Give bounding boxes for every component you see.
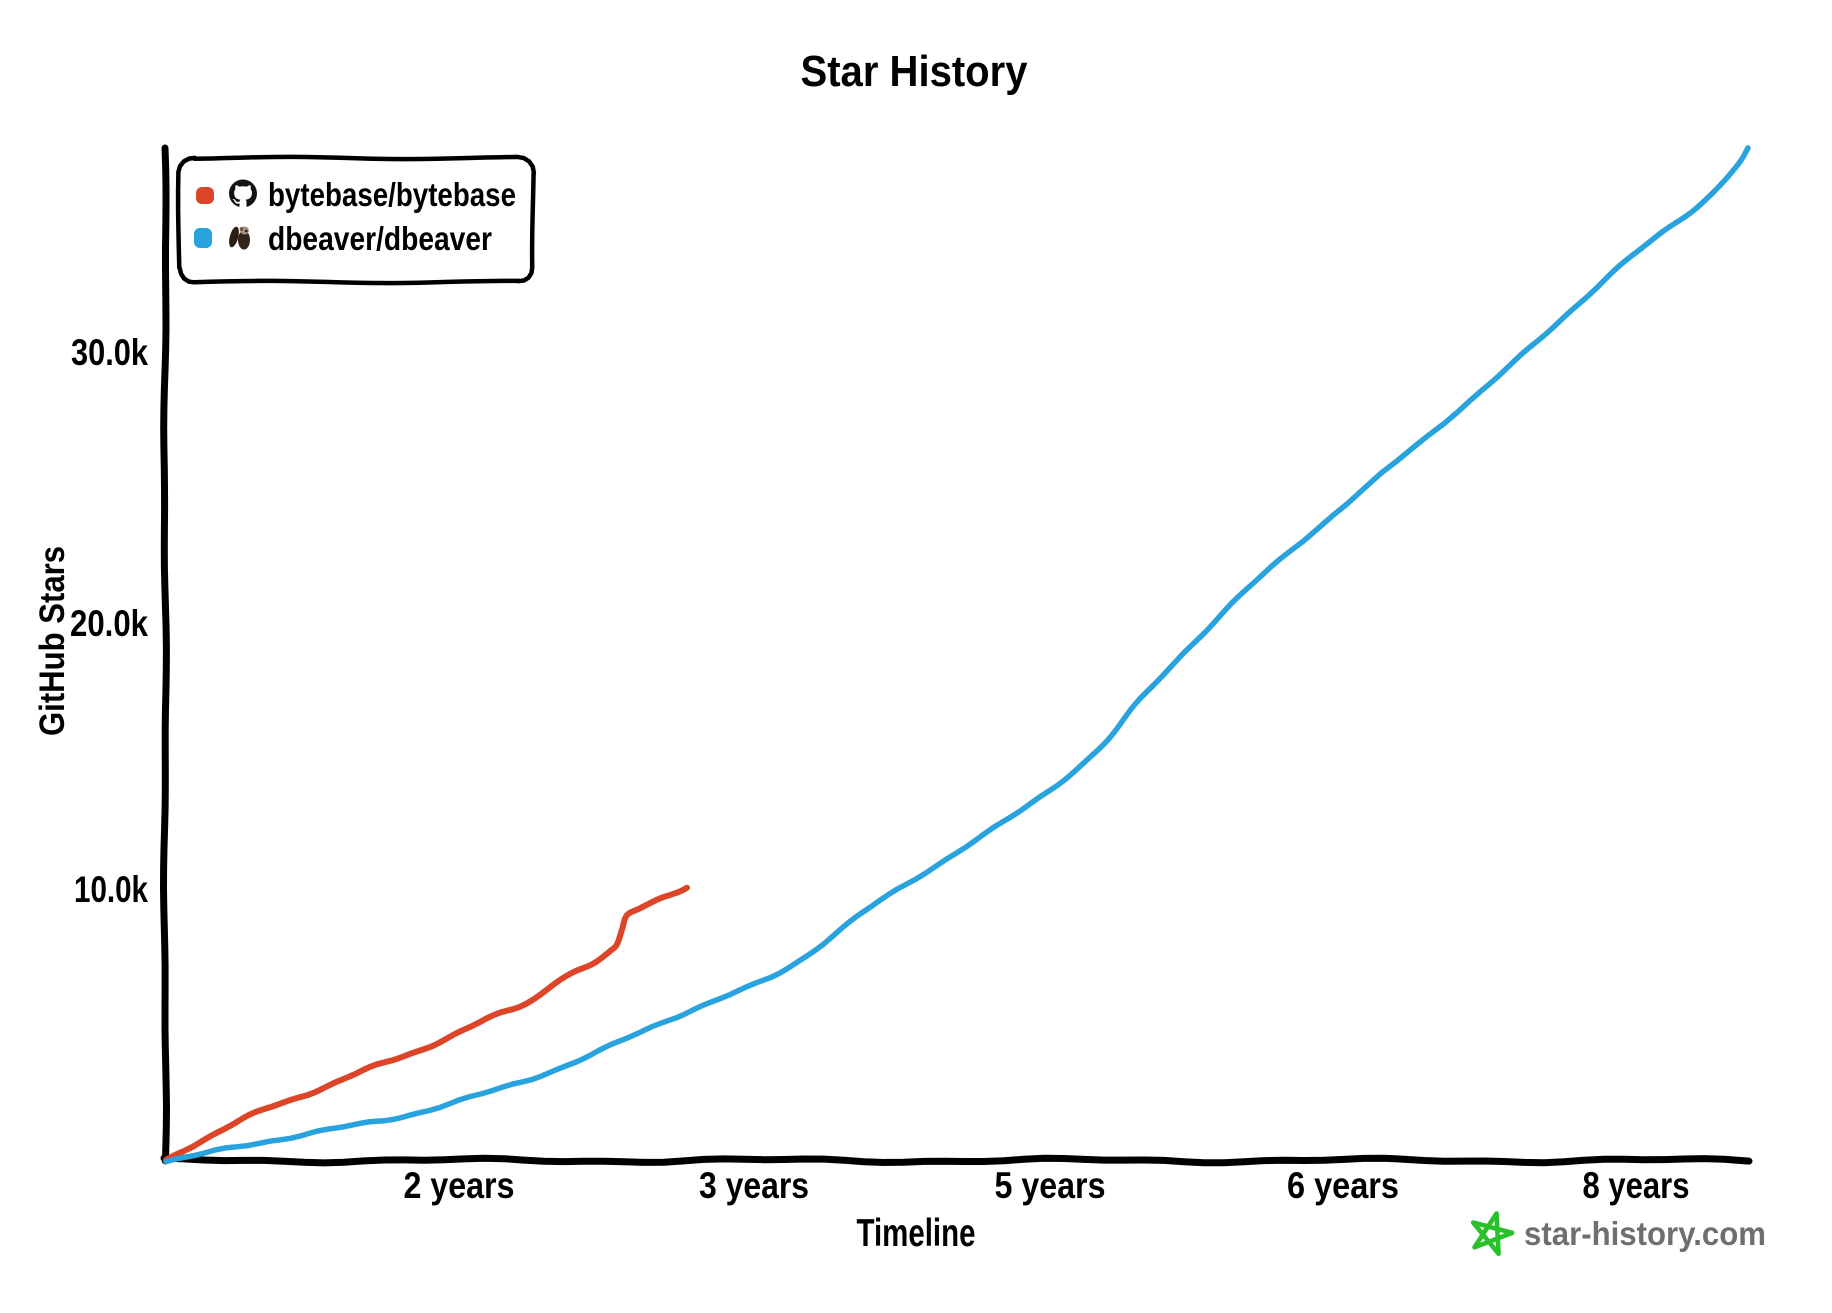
svg-text:6 years: 6 years	[1287, 1165, 1399, 1206]
svg-text:dbeaver/dbeaver: dbeaver/dbeaver	[268, 220, 492, 257]
svg-text:8 years: 8 years	[1583, 1165, 1690, 1206]
svg-text:20.0k: 20.0k	[70, 603, 148, 644]
svg-text:10.0k: 10.0k	[74, 869, 148, 910]
svg-text:5 years: 5 years	[995, 1165, 1106, 1206]
svg-text:bytebase/bytebase: bytebase/bytebase	[268, 176, 516, 213]
svg-text:Timeline: Timeline	[857, 1212, 976, 1255]
svg-text:Star History: Star History	[801, 47, 1028, 96]
svg-text:star-history.com: star-history.com	[1524, 1215, 1766, 1252]
svg-text:30.0k: 30.0k	[71, 332, 148, 373]
svg-text:3 years: 3 years	[699, 1165, 809, 1206]
svg-text:2 years: 2 years	[404, 1165, 515, 1206]
svg-text:GitHub Stars: GitHub Stars	[33, 546, 72, 736]
